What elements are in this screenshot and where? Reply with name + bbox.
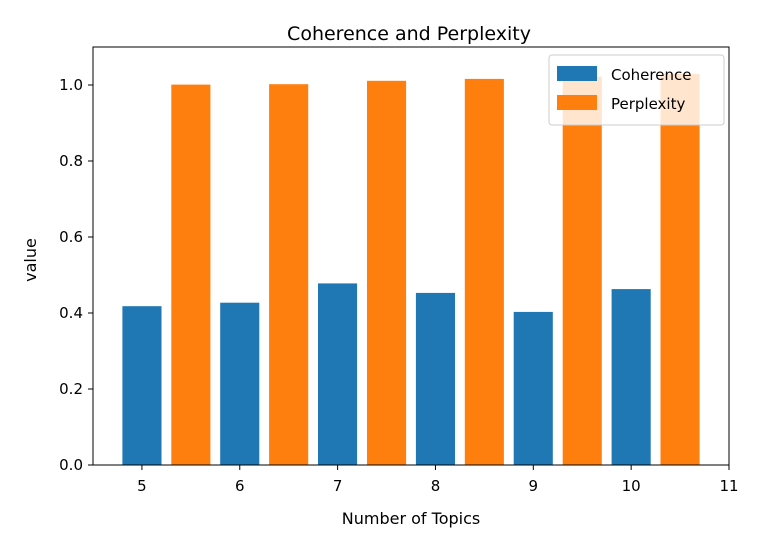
bar-coherence-3 (415, 292, 455, 465)
x-tick-label: 11 (719, 477, 738, 495)
y-axis-ticks: 0.0 0.2 0.4 0.6 0.8 1.0 (59, 76, 93, 474)
bar-perplexity-0 (171, 84, 211, 465)
bar-coherence-2 (318, 283, 358, 465)
bar-coherence-4 (513, 311, 553, 465)
chart-title: Coherence and Perplexity (287, 23, 531, 45)
x-axis-label: Number of Topics (342, 509, 480, 528)
y-axis-label: value (21, 238, 40, 282)
x-tick-label: 6 (235, 477, 245, 495)
x-tick-label: 9 (529, 477, 539, 495)
bar-coherence-1 (220, 302, 260, 465)
bar-coherence-0 (122, 306, 162, 465)
bar-perplexity-3 (464, 78, 504, 466)
y-tick-label: 0.6 (59, 228, 83, 246)
legend-swatch-perplexity (557, 95, 597, 110)
y-tick-label: 1.0 (59, 76, 83, 94)
plot-frame (92, 46, 730, 466)
legend-swatch-coherence (557, 66, 597, 81)
bar-perplexity-5 (660, 74, 700, 465)
legend-label-perplexity: Perplexity (611, 95, 685, 113)
legend-label-coherence: Coherence (611, 66, 691, 84)
bar-perplexity-1 (269, 84, 309, 465)
x-tick-label: 8 (431, 477, 441, 495)
y-tick-label: 0.4 (59, 304, 83, 322)
x-tick-label: 10 (622, 477, 641, 495)
bar-perplexity-2 (367, 80, 407, 466)
x-axis-ticks: 5 6 7 8 9 10 11 (137, 465, 739, 495)
y-tick-label: 0.0 (59, 456, 83, 474)
x-tick-label: 7 (333, 477, 343, 495)
y-tick-label: 0.2 (59, 380, 83, 398)
y-tick-label: 0.8 (59, 152, 83, 170)
legend: Coherence Perplexity (548, 54, 725, 126)
bar-perplexity-4 (562, 76, 602, 465)
x-tick-label: 5 (137, 477, 147, 495)
bars-layer (122, 74, 700, 466)
bar-coherence-5 (611, 289, 651, 465)
